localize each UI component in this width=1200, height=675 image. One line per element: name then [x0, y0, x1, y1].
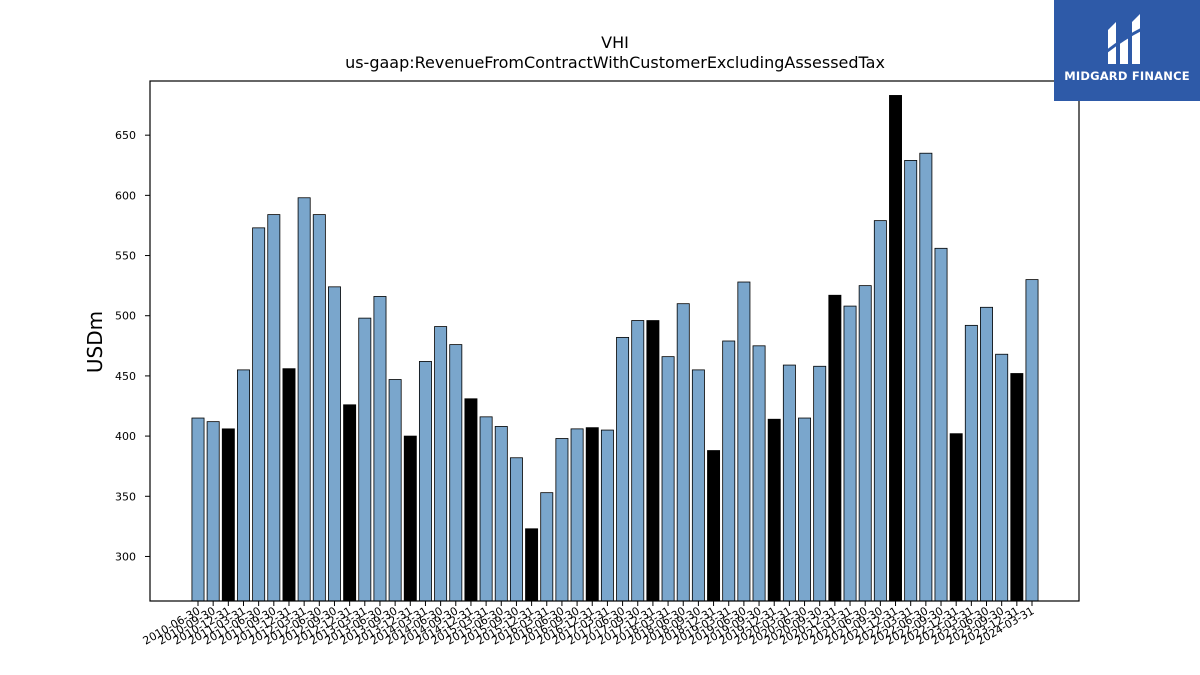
bar-2018-06-30	[676, 303, 690, 602]
bar-2021-06-30	[858, 285, 872, 602]
bar-2017-06-30	[616, 336, 630, 602]
bar-2011-09-30	[267, 214, 281, 602]
bar-2013-09-30	[388, 379, 402, 602]
bar-2019-12-31	[767, 418, 781, 602]
y-tick-label: 650	[115, 129, 136, 142]
bar-2016-09-30	[570, 428, 584, 602]
bar-2023-09-30	[995, 353, 1009, 602]
bar-2023-03-31	[964, 324, 978, 602]
bar-2020-03-31	[782, 364, 796, 602]
bar-2016-03-31	[540, 492, 554, 602]
bar-2014-12-31	[464, 398, 478, 602]
plot-frame	[149, 80, 1080, 602]
bar-2019-06-30	[737, 281, 751, 602]
bar-2020-09-30	[813, 365, 827, 602]
bar-2014-09-30	[449, 344, 463, 602]
y-tick-label: 450	[115, 370, 136, 383]
bar-2016-06-30	[555, 438, 569, 602]
bar-2021-03-31	[843, 305, 857, 602]
bar-2021-12-31	[889, 95, 902, 602]
bar-2012-09-30	[328, 286, 341, 602]
bar-2018-12-31	[707, 450, 721, 602]
bar-2012-06-30	[312, 214, 326, 602]
bar-2016-12-31	[585, 427, 599, 602]
x-ticks-group: 2010-06-302010-09-302010-12-312011-03-31…	[141, 601, 1037, 648]
bar-2014-06-30	[434, 326, 448, 602]
brand-logo: MIDGARD FINANCE	[1054, 0, 1200, 101]
y-tick-label: 600	[115, 189, 136, 202]
bar-2010-12-31	[221, 428, 235, 602]
y-tick-label: 300	[115, 550, 136, 563]
bar-2017-09-30	[631, 320, 645, 602]
bar-2022-06-30	[919, 152, 933, 602]
chart-subtitle: us-gaap:RevenueFromContractWithCustomerE…	[345, 53, 885, 72]
bar-2015-03-31	[479, 416, 493, 602]
chart-title: VHI	[601, 33, 629, 52]
bar-2018-03-31	[661, 356, 675, 602]
y-tick-label: 400	[115, 430, 136, 443]
midgard-logo-icon	[1105, 14, 1145, 64]
bar-2019-09-30	[752, 345, 766, 602]
bar-2015-12-31	[525, 528, 539, 602]
bar-2017-12-31	[646, 320, 660, 602]
bar-2022-12-31	[949, 433, 963, 602]
bar-2012-12-31	[343, 404, 357, 602]
bar-2022-03-31	[904, 160, 918, 602]
bar-2017-03-31	[600, 429, 614, 602]
bar-2020-12-31	[828, 294, 842, 602]
bar-2015-06-30	[494, 426, 508, 602]
bar-2011-12-31	[282, 368, 296, 602]
y-tick-label: 350	[115, 490, 136, 503]
bar-2024-03-31	[1025, 279, 1039, 602]
bar-2013-06-30	[373, 296, 387, 602]
bar-2011-06-30	[252, 227, 266, 602]
bars-group	[191, 95, 1039, 602]
bar-2021-09-30	[873, 220, 887, 602]
brand-name: MIDGARD FINANCE	[1064, 69, 1190, 83]
bar-2019-03-31	[722, 340, 736, 602]
bar-2011-03-31	[237, 369, 250, 602]
y-tick-label: 550	[115, 250, 136, 263]
bar-2014-03-31	[418, 361, 432, 602]
y-tick-label: 500	[115, 310, 136, 323]
bar-2015-09-30	[509, 457, 523, 602]
bar-2018-09-30	[691, 369, 705, 602]
bar-2020-06-30	[798, 417, 812, 602]
bar-2010-09-30	[206, 421, 220, 602]
y-axis-label: USDm	[83, 311, 107, 373]
bar-2013-03-31	[358, 317, 372, 602]
bar-2022-09-30	[934, 247, 948, 602]
bar-2023-06-30	[980, 306, 993, 602]
bar-2012-03-31	[297, 197, 311, 602]
bar-2013-12-31	[403, 435, 417, 602]
y-ticks-group: 300 350 400 450 500 550 600 650	[115, 129, 150, 563]
bar-2010-06-30	[191, 417, 205, 602]
bar-2023-12-31	[1010, 373, 1024, 602]
